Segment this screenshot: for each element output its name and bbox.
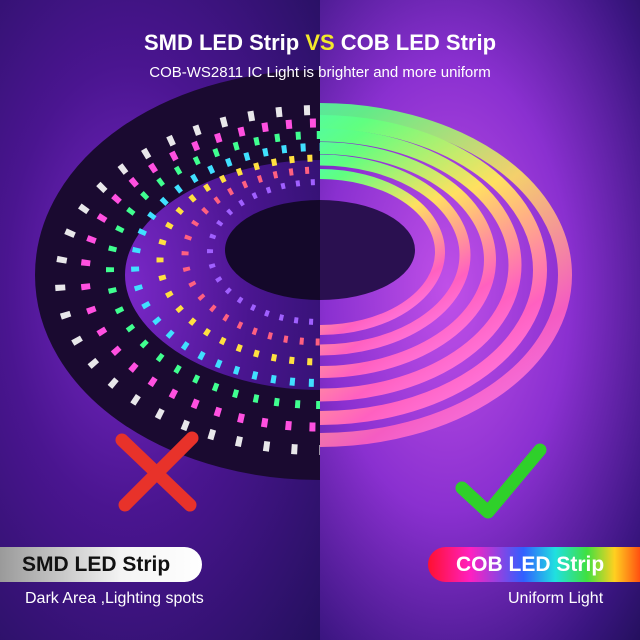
title-smd: SMD LED Strip (143, 30, 306, 55)
smd-label-badge: SMD LED Strip (0, 547, 202, 582)
red-x-icon (115, 431, 199, 512)
smd-led-coil (35, 70, 320, 480)
cob-description: Uniform Light (508, 590, 604, 607)
cob-label-badge: COB LED Strip (428, 547, 640, 582)
page-title: SMD LED Strip VS COB LED Strip (0, 30, 640, 56)
title-vs: VS (305, 30, 335, 55)
smd-description: Dark Area ,Lighting spots (25, 590, 204, 607)
green-check-icon (455, 443, 547, 519)
title-cob: COB LED Strip (334, 30, 497, 55)
subtitle: COB-WS2811 IC Light is brighter and more… (149, 64, 491, 81)
cob-led-coil (320, 103, 572, 447)
